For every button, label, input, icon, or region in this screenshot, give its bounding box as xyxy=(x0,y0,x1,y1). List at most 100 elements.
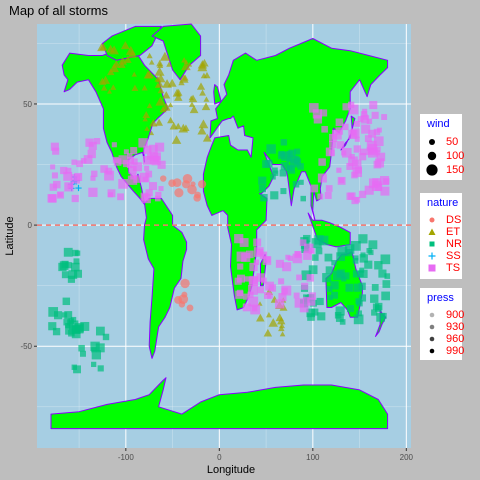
storm-point-ts xyxy=(71,194,79,203)
storm-point-ts xyxy=(309,103,319,113)
wind-legend-item: 100 xyxy=(420,149,464,163)
storm-point-ts xyxy=(307,297,316,306)
storm-point-ts xyxy=(329,140,337,148)
storm-point-ts xyxy=(318,158,326,166)
storm-point-ts xyxy=(118,155,128,165)
storm-point-ts xyxy=(88,187,98,197)
storm-point-ts xyxy=(275,259,284,268)
storm-point-ts xyxy=(374,183,383,191)
storm-point-ts xyxy=(48,194,57,203)
press-legend-label: 930 xyxy=(446,321,465,333)
storm-point-et xyxy=(189,105,199,114)
storm-point-ts xyxy=(70,174,81,184)
storm-point-ts xyxy=(346,163,354,170)
nature-legend-label: TS xyxy=(446,262,461,274)
storm-point-ts xyxy=(265,281,274,291)
storm-point-ts xyxy=(313,115,323,124)
storm-point-ts xyxy=(90,175,96,181)
storm-point-et xyxy=(131,84,139,92)
wind-legend-item: 150 xyxy=(420,163,464,177)
storm-point-ts xyxy=(128,165,137,175)
storm-point-nr xyxy=(334,312,342,319)
storm-point-ts xyxy=(71,159,77,165)
storm-point-et xyxy=(109,63,120,73)
storm-point-et xyxy=(142,116,148,122)
storm-point-ts xyxy=(253,259,260,265)
storm-point-nr xyxy=(72,249,79,257)
storm-point-ds xyxy=(174,188,184,198)
storm-point-ts xyxy=(336,167,342,173)
storm-point-et xyxy=(197,126,207,135)
storm-point-ts xyxy=(348,101,355,108)
storm-point-ts xyxy=(292,253,303,264)
storm-point-ts xyxy=(140,192,149,201)
storm-point-nr xyxy=(68,320,79,331)
storm-point-ts xyxy=(155,191,162,198)
storm-point-nr xyxy=(382,280,391,288)
storm-point-ts xyxy=(308,292,316,300)
storm-point-ts xyxy=(113,158,122,166)
storm-point-ds xyxy=(172,178,182,188)
wind-legend-label: 50 xyxy=(446,136,459,148)
storm-point-et xyxy=(144,70,155,79)
storm-point-ds xyxy=(180,278,190,289)
storm-point-nr xyxy=(63,247,73,257)
storm-point-ts xyxy=(312,109,322,119)
storm-point-nr xyxy=(280,162,289,171)
storm-point-et xyxy=(181,57,188,63)
storm-point-et xyxy=(203,71,211,79)
nature-legend-item: ET xyxy=(420,225,462,239)
storm-point-et xyxy=(188,95,194,101)
storm-point-nr xyxy=(102,333,110,341)
storm-point-ts xyxy=(336,141,345,149)
storm-point-nr xyxy=(68,329,75,337)
press-legend-label: 960 xyxy=(446,333,465,345)
storm-point-et xyxy=(161,102,171,111)
storm-point-ts xyxy=(91,170,98,178)
storm-point-ts xyxy=(361,124,371,134)
storm-point-et xyxy=(162,91,171,99)
storm-point-ts xyxy=(93,138,101,145)
storm-point-et xyxy=(263,328,273,337)
storm-point-ts xyxy=(144,165,150,171)
storm-point-nr xyxy=(384,273,391,279)
storm-point-et xyxy=(265,312,272,318)
nature-legend-title: nature xyxy=(427,197,459,209)
storm-point-ts xyxy=(234,277,242,285)
storm-point-ts xyxy=(380,186,390,196)
storm-point-et xyxy=(157,62,164,68)
wind-size-key xyxy=(425,135,439,149)
storm-point-ts xyxy=(104,170,114,181)
circle-marker-icon xyxy=(425,308,439,322)
press-legend-item: 900 xyxy=(420,308,464,322)
storm-point-nr xyxy=(345,283,354,292)
storm-point-ts xyxy=(360,148,367,156)
storm-point-ts xyxy=(354,136,360,142)
storm-point-ds xyxy=(174,296,182,304)
storm-point-et xyxy=(200,58,209,67)
storm-point-ts xyxy=(49,183,57,191)
storm-point-nr xyxy=(67,275,75,283)
storm-point-ts xyxy=(376,152,386,162)
wind-legend: wind 50 100 150 xyxy=(420,114,464,180)
storm-point-et xyxy=(197,62,208,72)
storm-point-ts xyxy=(248,284,258,295)
storm-point-nr xyxy=(74,269,83,278)
storm-point-ts xyxy=(366,118,373,124)
storm-point-ts xyxy=(348,104,359,115)
storm-point-et xyxy=(154,75,162,82)
storm-point-nr xyxy=(344,244,355,254)
storm-point-ts xyxy=(133,175,142,183)
storm-point-ts xyxy=(325,185,333,192)
storm-point-ts xyxy=(126,153,133,159)
storm-point-et xyxy=(110,84,117,90)
storm-point-et xyxy=(157,87,165,94)
storm-point-et xyxy=(125,45,136,55)
storm-point-nr xyxy=(70,316,77,323)
storm-point-ts xyxy=(275,299,285,309)
storm-point-et xyxy=(97,42,107,52)
storm-point-nr xyxy=(327,294,333,301)
storm-point-ts xyxy=(337,176,346,185)
storm-point-nr xyxy=(358,282,366,290)
storm-point-ts xyxy=(256,273,265,282)
